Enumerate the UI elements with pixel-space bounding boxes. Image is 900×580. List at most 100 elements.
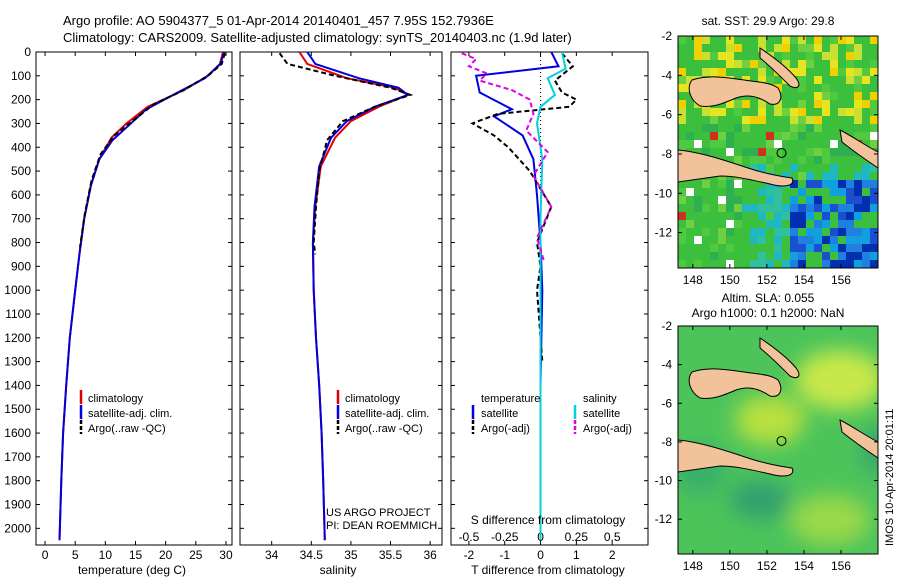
series-line-satellite-adj-clim-: [306, 51, 410, 541]
x-tick-label: 0: [537, 548, 544, 562]
sst-cell: [830, 68, 838, 76]
sst-cell: [734, 140, 742, 148]
sst-cell: [726, 220, 734, 228]
sst-cell: [854, 196, 862, 204]
sst-cell: [806, 52, 814, 60]
series-line-argo-raw-qc-: [278, 52, 414, 255]
x-tick-label: 34.5: [300, 548, 324, 562]
sst-cell: [854, 116, 862, 124]
sst-cell: [694, 236, 702, 244]
sst-cell: [734, 44, 742, 52]
sst-cell: [870, 188, 878, 196]
salinity-xlabel: salinity: [320, 563, 357, 577]
lon-tick-label: 156: [831, 273, 851, 287]
salinity-frame: [239, 51, 443, 546]
sla-map-panel: Altim. SLA: 0.055 Argo h1000: 0.1 h2000:…: [655, 291, 879, 573]
legend-label-temp-satellite: satellite: [481, 408, 518, 420]
sst-cell: [830, 100, 838, 108]
legend-header-salinity: salinity: [583, 393, 617, 405]
sst-cell: [774, 244, 782, 252]
sst-cell: [686, 260, 694, 268]
sst-cell: [718, 140, 726, 148]
sst-cell: [814, 44, 822, 52]
sst-cell: [758, 100, 766, 108]
sst-cell: [790, 220, 798, 228]
series-line-satellite-adj-clim-: [58, 51, 226, 541]
sst-cell: [726, 100, 734, 108]
sst-cell: [734, 100, 742, 108]
sst-cell: [846, 212, 854, 220]
sst-cell: [726, 44, 734, 52]
sst-cell: [790, 68, 798, 76]
sst-cell: [734, 180, 742, 188]
sst-cell: [854, 180, 862, 188]
sst-cell: [774, 204, 782, 212]
sst-cell: [862, 236, 870, 244]
sst-map-panel: sat. SST: 29.9 Argo: 29.8 148 150 152 154 15…: [655, 14, 879, 287]
series-line-temperature-satellite: [474, 51, 561, 541]
sst-cell: [774, 108, 782, 116]
sst-cell: [702, 148, 710, 156]
sst-cell: [702, 68, 710, 76]
sst-cell: [846, 252, 854, 260]
sst-cell: [822, 204, 830, 212]
sst-cell: [806, 44, 814, 52]
sst-cell: [862, 164, 870, 172]
sst-cell: [870, 228, 878, 236]
sst-cell: [838, 220, 846, 228]
sst-cell: [838, 180, 846, 188]
sst-cell: [798, 60, 806, 68]
sst-cell: [806, 132, 814, 140]
salinity-x-axis: 34 34.5 35 35.5 36: [265, 52, 437, 562]
temperature-x-axis: 0 5 10 15 20 25 30: [42, 52, 233, 562]
sst-map-axes: 148 150 152 154 156 -2 -4 -6 -8 -10 -12: [655, 29, 878, 287]
salinity-panel: 34 34.5 35 35.5 36 salinity climatology sate…: [239, 51, 443, 577]
project-annotation: US ARGO PROJECT: [326, 507, 431, 519]
sst-cell: [846, 148, 854, 156]
sst-cell: [838, 156, 846, 164]
sst-cell: [798, 84, 806, 92]
sst-cell: [870, 196, 878, 204]
sst-cell: [814, 220, 822, 228]
sst-cell: [766, 132, 774, 140]
sst-cell: [838, 252, 846, 260]
sst-cell: [806, 236, 814, 244]
sst-cell: [822, 236, 830, 244]
sst-cell: [702, 204, 710, 212]
depth-tick-label: 300: [11, 116, 31, 130]
sst-cell: [758, 252, 766, 260]
sst-cell: [758, 76, 766, 84]
sst-cell: [822, 212, 830, 220]
lat-tick-label: -10: [655, 186, 673, 200]
x-tick-label: 30: [219, 548, 233, 562]
sst-cell: [814, 236, 822, 244]
sst-cell: [830, 132, 838, 140]
sst-cell: [734, 156, 742, 164]
sst-cell: [766, 188, 774, 196]
sst-cell: [702, 36, 710, 44]
sst-cell: [846, 188, 854, 196]
sst-cell: [750, 228, 758, 236]
legend-label-climatology: climatology: [345, 393, 401, 405]
sst-cell: [790, 204, 798, 212]
x-tick-label: 5: [72, 548, 79, 562]
sst-cell: [870, 204, 878, 212]
sst-cell: [766, 260, 774, 268]
sst-cell: [830, 236, 838, 244]
sst-cell: [718, 52, 726, 60]
difference-xlabel-top: S difference from climatology: [471, 513, 626, 527]
sst-cell: [718, 228, 726, 236]
sst-cell: [870, 100, 878, 108]
legend-label-argo: Argo(..raw -QC): [345, 423, 423, 435]
sst-cell: [838, 68, 846, 76]
sst-cell: [862, 132, 870, 140]
sst-cell: [870, 108, 878, 116]
sst-cell: [678, 84, 686, 92]
x-tick-label: 20: [159, 548, 173, 562]
sst-cell: [766, 164, 774, 172]
sst-cell: [734, 52, 742, 60]
lat-tick-label: -2: [661, 29, 672, 43]
lon-tick-label: 150: [720, 273, 740, 287]
series-line-temperature-argo-adj-: [470, 52, 579, 362]
difference-panel: -2 -1 0 1 2-0.5 -0.25 0 0.25 0.5 T difference fr…: [450, 51, 649, 577]
